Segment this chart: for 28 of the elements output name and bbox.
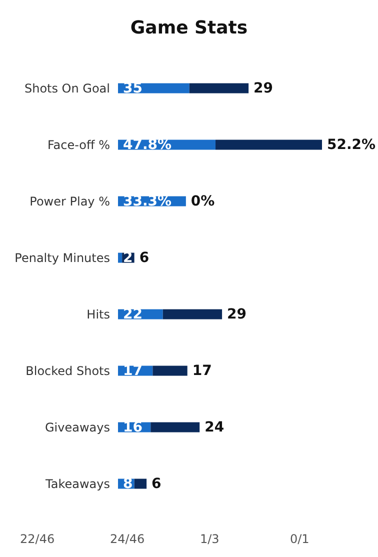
text: 1/3 bbox=[200, 532, 220, 546]
bar bbox=[118, 252, 122, 263]
text: 0/1 bbox=[290, 532, 310, 546]
data-label: 17 bbox=[192, 362, 212, 379]
bar bbox=[150, 422, 200, 432]
bar bbox=[134, 478, 147, 489]
data-label: 24 bbox=[204, 419, 224, 436]
bar bbox=[189, 83, 249, 94]
chart-title: Game Stats bbox=[130, 18, 248, 38]
bar bbox=[152, 366, 188, 376]
text: 22/46 bbox=[20, 532, 55, 546]
text: 24/46 bbox=[110, 532, 145, 546]
y-tick-label: Penalty Minutes bbox=[14, 250, 110, 265]
y-tick-label: Power Play % bbox=[30, 194, 110, 208]
data-label: 6 bbox=[152, 476, 162, 492]
y-tick-label: Takeaways bbox=[44, 476, 110, 491]
bar bbox=[162, 309, 222, 320]
data-label: 6 bbox=[139, 250, 150, 266]
y-tick-label: Hits bbox=[86, 307, 110, 322]
bar bbox=[216, 140, 322, 150]
data-label: 0% bbox=[190, 193, 215, 210]
y-tick-label: Giveaways bbox=[45, 420, 110, 434]
y-tick-label: Blocked Shots bbox=[26, 364, 110, 378]
y-tick-label: Shots On Goal bbox=[24, 81, 110, 96]
data-label: 52.2% bbox=[327, 136, 376, 153]
data-label: 29 bbox=[254, 80, 274, 96]
y-tick-label: Face-off % bbox=[47, 138, 110, 152]
data-label: 29 bbox=[227, 306, 247, 322]
